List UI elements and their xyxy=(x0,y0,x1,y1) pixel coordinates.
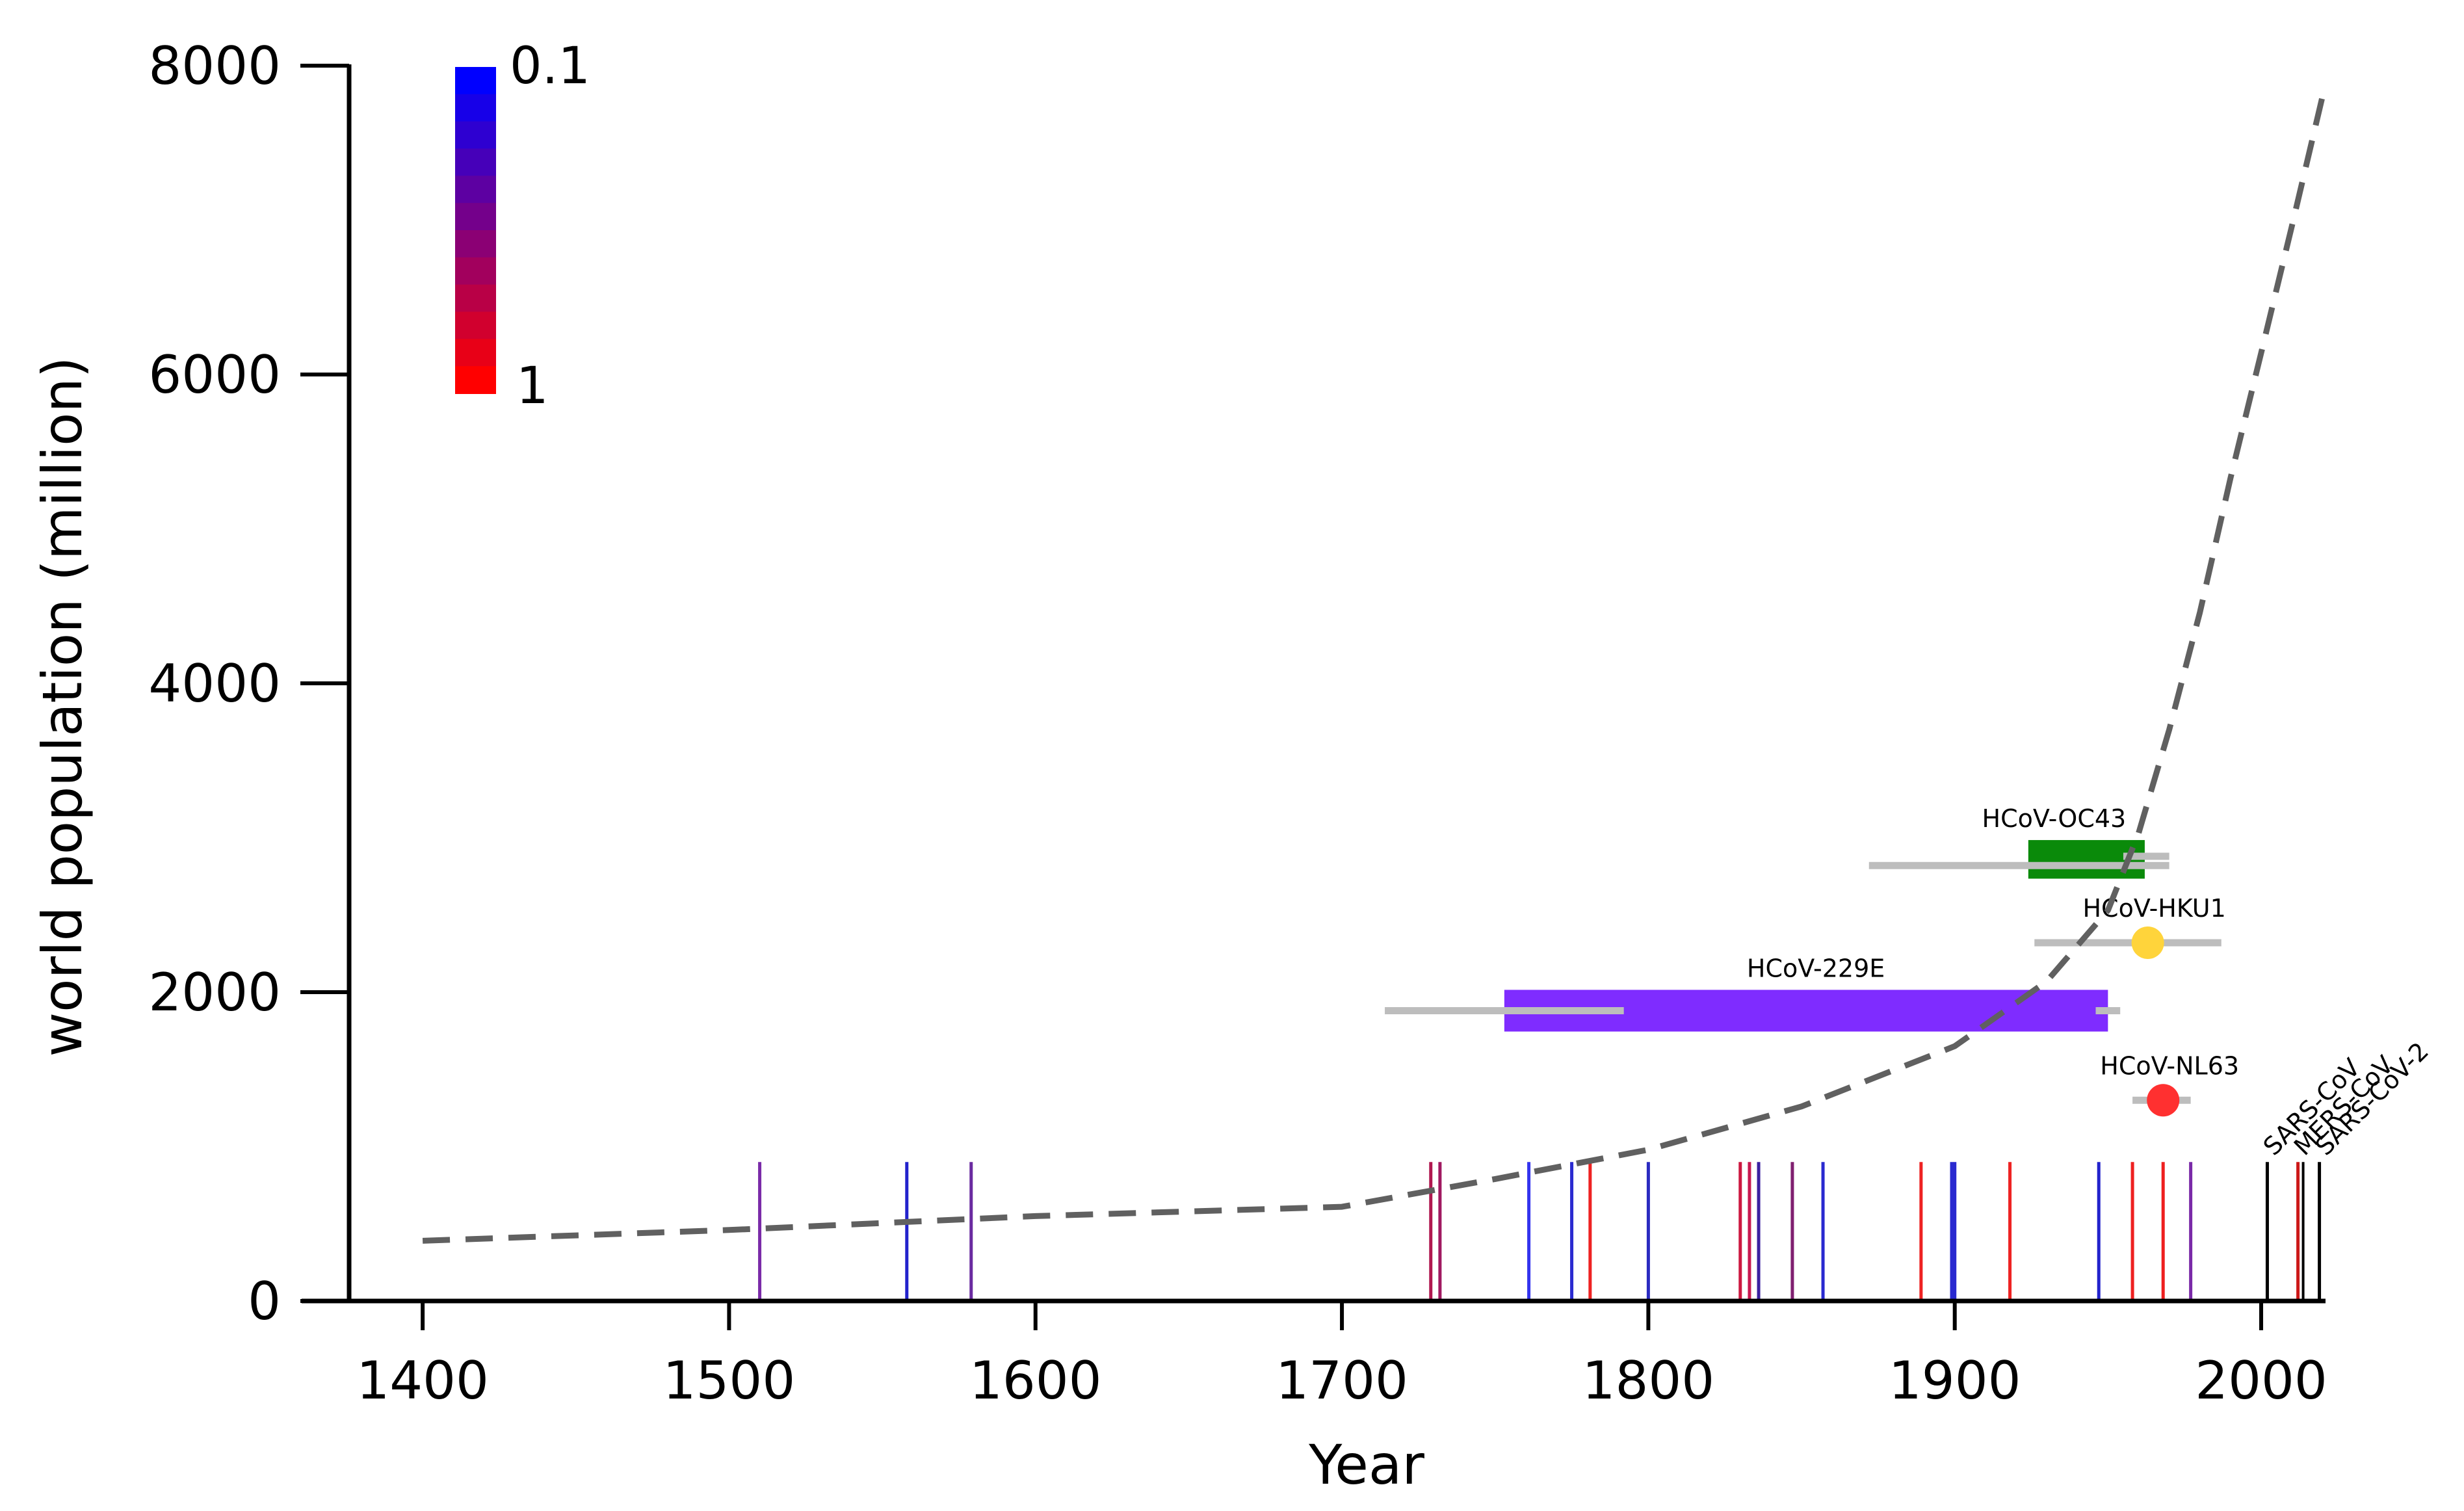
colorbar-step xyxy=(455,176,496,204)
colorbar-step xyxy=(455,366,496,394)
y-tick-label: 4000 xyxy=(148,653,281,714)
colorbar xyxy=(455,67,496,394)
colorbar-step xyxy=(455,257,496,285)
colorbar-step xyxy=(455,230,496,258)
coronavirus-ranges: HCoV-OC43 HCoV-229E HCoV-HKU1 HCoV-NL63 xyxy=(1385,804,2239,1117)
colorbar-step xyxy=(455,203,496,231)
colorbar-step xyxy=(455,311,496,340)
colorbar-step xyxy=(455,339,496,367)
colorbar-bottom-label: 1 xyxy=(516,357,549,415)
point-marker xyxy=(2147,1084,2180,1117)
axes: 0 2000 4000 6000 8000 1400 1500 1600 1700 1800 190… xyxy=(148,36,2327,1411)
x-tick-label: 1600 xyxy=(969,1350,1102,1411)
population-series xyxy=(422,96,2326,1244)
range-label: HCoV-OC43 xyxy=(1982,804,2127,833)
colorbar-step xyxy=(455,67,496,95)
x-tick-label: 2000 xyxy=(2195,1350,2327,1411)
y-axis-title: world population (million) xyxy=(31,356,94,1057)
x-tick-label: 1700 xyxy=(1276,1350,1408,1411)
point-label: HCoV-NL63 xyxy=(2100,1051,2239,1080)
y-tick-label: 8000 xyxy=(148,36,281,96)
y-tick-label: 0 xyxy=(248,1271,281,1332)
population-line xyxy=(422,96,2326,1244)
point-label: HCoV-HKU1 xyxy=(2082,894,2225,923)
x-tick-label: 1900 xyxy=(1889,1350,2021,1411)
colorbar-step xyxy=(455,148,496,177)
y-tick-label: 2000 xyxy=(148,962,281,1023)
range-label: HCoV-229E xyxy=(1747,954,1885,982)
x-tick-label: 1400 xyxy=(356,1350,489,1411)
colorbar-step xyxy=(455,284,496,313)
point-marker xyxy=(2131,926,2164,959)
colorbar-step xyxy=(455,121,496,150)
colorbar-top-label: 0.1 xyxy=(510,37,590,96)
x-tick-label: 1800 xyxy=(1582,1350,1715,1411)
x-axis-title: Year xyxy=(1308,1433,1424,1497)
x-tick-label: 1500 xyxy=(663,1350,796,1411)
y-tick-label: 6000 xyxy=(148,345,281,405)
colorbar-step xyxy=(455,94,496,122)
